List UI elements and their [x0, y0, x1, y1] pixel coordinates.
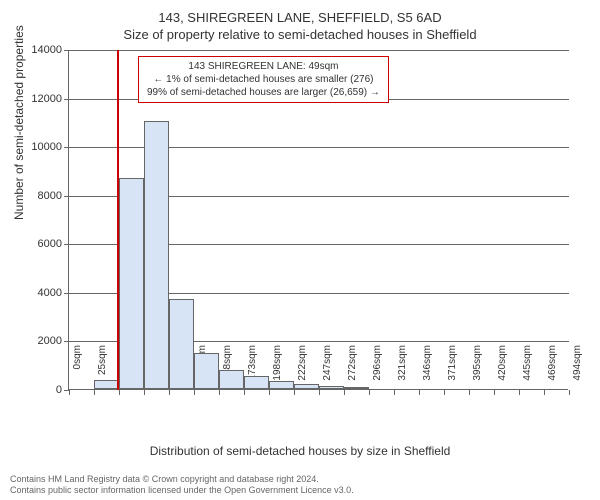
histogram-bar [219, 370, 244, 389]
xtick-mark [369, 390, 370, 395]
histogram-bar [344, 387, 369, 389]
ytick-mark [64, 50, 69, 51]
xtick-label: 445sqm [522, 345, 533, 395]
xtick-mark [94, 390, 95, 395]
xtick-mark [319, 390, 320, 395]
annotation-line1: 143 SHIREGREEN LANE: 49sqm [147, 60, 380, 73]
histogram-bar [169, 299, 194, 389]
histogram-bar [244, 376, 269, 389]
ytick-label: 8000 [2, 190, 62, 202]
xtick-mark [69, 390, 70, 395]
title-address: 143, SHIREGREEN LANE, SHEFFIELD, S5 6AD [0, 10, 600, 25]
xtick-label: 0sqm [72, 345, 83, 395]
annotation-line2: ← 1% of semi-detached houses are smaller… [147, 73, 380, 86]
ytick-label: 0 [2, 384, 62, 396]
xtick-mark [244, 390, 245, 395]
xtick-mark [569, 390, 570, 395]
histogram-bar [94, 380, 119, 389]
ytick-mark [64, 244, 69, 245]
xtick-mark [194, 390, 195, 395]
x-axis-label: Distribution of semi-detached houses by … [0, 444, 600, 458]
ytick-mark [64, 341, 69, 342]
xtick-mark [344, 390, 345, 395]
footer: Contains HM Land Registry data © Crown c… [10, 474, 354, 496]
xtick-mark [494, 390, 495, 395]
ytick-label: 6000 [2, 238, 62, 250]
xtick-label: 346sqm [422, 345, 433, 395]
y-axis-label: Number of semi-detached properties [12, 25, 26, 220]
ytick-label: 14000 [2, 44, 62, 56]
xtick-mark [544, 390, 545, 395]
footer-line1: Contains HM Land Registry data © Crown c… [10, 474, 354, 485]
ytick-mark [64, 196, 69, 197]
histogram-bar [144, 121, 169, 389]
xtick-mark [269, 390, 270, 395]
title-description: Size of property relative to semi-detach… [0, 27, 600, 42]
annotation-box: 143 SHIREGREEN LANE: 49sqm ← 1% of semi-… [138, 56, 389, 103]
histogram-bar [269, 381, 294, 390]
marker-line [117, 50, 119, 390]
histogram-bar [194, 353, 219, 389]
xtick-label: 371sqm [447, 345, 458, 395]
xtick-mark [169, 390, 170, 395]
xtick-label: 395sqm [472, 345, 483, 395]
ytick-mark [64, 147, 69, 148]
ytick-label: 10000 [2, 141, 62, 153]
ytick-label: 4000 [2, 287, 62, 299]
xtick-mark [394, 390, 395, 395]
ytick-label: 2000 [2, 335, 62, 347]
xtick-label: 494sqm [572, 345, 583, 395]
xtick-label: 420sqm [497, 345, 508, 395]
xtick-mark [144, 390, 145, 395]
gridline [69, 50, 569, 51]
xtick-mark [469, 390, 470, 395]
xtick-mark [419, 390, 420, 395]
histogram-bar [294, 384, 319, 389]
annotation-line3: 99% of semi-detached houses are larger (… [147, 86, 380, 99]
xtick-mark [444, 390, 445, 395]
xtick-mark [219, 390, 220, 395]
xtick-label: 469sqm [547, 345, 558, 395]
xtick-mark [294, 390, 295, 395]
histogram-bar [119, 178, 144, 389]
ytick-mark [64, 293, 69, 294]
xtick-label: 296sqm [372, 345, 383, 395]
footer-line2: Contains public sector information licen… [10, 485, 354, 496]
xtick-mark [119, 390, 120, 395]
xtick-mark [519, 390, 520, 395]
ytick-label: 12000 [2, 93, 62, 105]
histogram-bar [319, 386, 344, 389]
ytick-mark [64, 99, 69, 100]
xtick-label: 321sqm [397, 345, 408, 395]
